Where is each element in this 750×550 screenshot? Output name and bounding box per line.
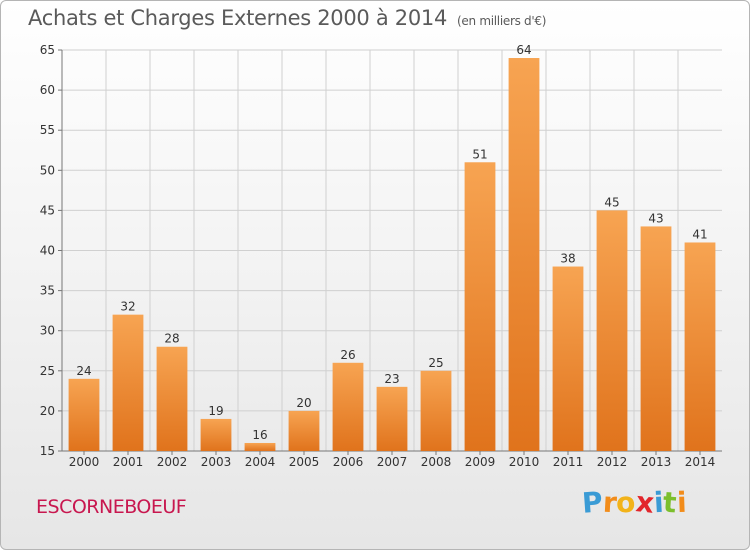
bar-2007 bbox=[376, 386, 408, 451]
x-tick-label: 2000 bbox=[69, 455, 100, 469]
x-tick-label: 2012 bbox=[597, 455, 628, 469]
data-label: 24 bbox=[76, 364, 91, 378]
bar-2010 bbox=[508, 58, 540, 452]
x-tick-label: 2005 bbox=[289, 455, 320, 469]
y-tick-label: 60 bbox=[40, 83, 55, 97]
y-tick-label: 15 bbox=[40, 444, 55, 458]
data-label: 23 bbox=[384, 372, 399, 386]
bar-2014 bbox=[684, 242, 716, 451]
data-label: 28 bbox=[164, 332, 179, 346]
data-label: 51 bbox=[472, 147, 487, 161]
x-tick-labels: 2000 2001 2002 2003 2004 2005 2006 2007 2008 2009… bbox=[69, 455, 716, 469]
data-label: 45 bbox=[604, 195, 619, 209]
bar-2006 bbox=[332, 362, 364, 451]
y-tick-label: 20 bbox=[40, 404, 55, 418]
y-tick-labels: 15 20 25 30 35 40 45 50 55 60 65 bbox=[40, 43, 55, 458]
y-tick-label: 65 bbox=[40, 43, 55, 57]
x-tick-label: 2007 bbox=[377, 455, 408, 469]
logo-letter: x bbox=[633, 485, 656, 520]
y-tick-label: 45 bbox=[40, 203, 55, 217]
bar-2008 bbox=[420, 370, 452, 451]
x-tick-label: 2004 bbox=[245, 455, 276, 469]
data-label: 19 bbox=[208, 404, 223, 418]
y-tick-label: 30 bbox=[40, 324, 55, 338]
place-name: ESCORNEBOEUF bbox=[36, 496, 187, 518]
bar-2012 bbox=[596, 210, 628, 451]
x-tick-label: 2009 bbox=[465, 455, 496, 469]
bar-2001 bbox=[112, 314, 144, 451]
x-tick-label: 2010 bbox=[509, 455, 540, 469]
y-tick-label: 55 bbox=[40, 123, 55, 137]
x-tick-label: 2006 bbox=[333, 455, 364, 469]
bar-2004 bbox=[244, 442, 276, 451]
bar-2009 bbox=[464, 162, 496, 451]
data-label: 16 bbox=[252, 428, 267, 442]
bar-2000 bbox=[68, 378, 100, 451]
y-tick-label: 25 bbox=[40, 364, 55, 378]
data-label: 38 bbox=[560, 252, 575, 266]
bar-2013 bbox=[640, 226, 672, 451]
data-labels: 24 32 28 19 16 20 26 23 25 51 64 38 45 43 41 bbox=[76, 43, 707, 442]
proxiti-logo: Proxiti bbox=[580, 485, 687, 520]
logo-letter: P bbox=[580, 485, 604, 520]
chart-title: Achats et Charges Externes 2000 à 2014 (e… bbox=[28, 6, 546, 30]
chart-title-text: Achats et Charges Externes 2000 à 2014 bbox=[28, 6, 448, 30]
bar-2005 bbox=[288, 410, 320, 451]
logo-letter: o bbox=[615, 485, 637, 520]
x-tick-label: 2011 bbox=[553, 455, 584, 469]
x-tick-label: 2001 bbox=[113, 455, 144, 469]
y-tick-label: 40 bbox=[40, 244, 55, 258]
chart-subtitle: (en milliers d'€) bbox=[457, 14, 547, 28]
bar-2002 bbox=[156, 346, 188, 451]
data-label: 20 bbox=[296, 396, 311, 410]
data-label: 41 bbox=[692, 227, 707, 241]
bar-2011 bbox=[552, 266, 584, 451]
x-tick-label: 2013 bbox=[641, 455, 672, 469]
data-label: 43 bbox=[648, 211, 663, 225]
data-label: 25 bbox=[428, 356, 443, 370]
data-label: 32 bbox=[120, 300, 135, 314]
data-label: 64 bbox=[516, 43, 531, 57]
x-tick-label: 2003 bbox=[201, 455, 232, 469]
logo-letter: t bbox=[662, 485, 678, 520]
bar-2003 bbox=[200, 418, 232, 451]
logo-letter: i bbox=[676, 485, 687, 520]
y-tick-label: 50 bbox=[40, 163, 55, 177]
x-tick-label: 2002 bbox=[157, 455, 188, 469]
y-tick-label: 35 bbox=[40, 284, 55, 298]
data-label: 26 bbox=[340, 348, 355, 362]
x-tick-label: 2014 bbox=[685, 455, 716, 469]
bars bbox=[68, 58, 716, 452]
x-tick-label: 2008 bbox=[421, 455, 452, 469]
